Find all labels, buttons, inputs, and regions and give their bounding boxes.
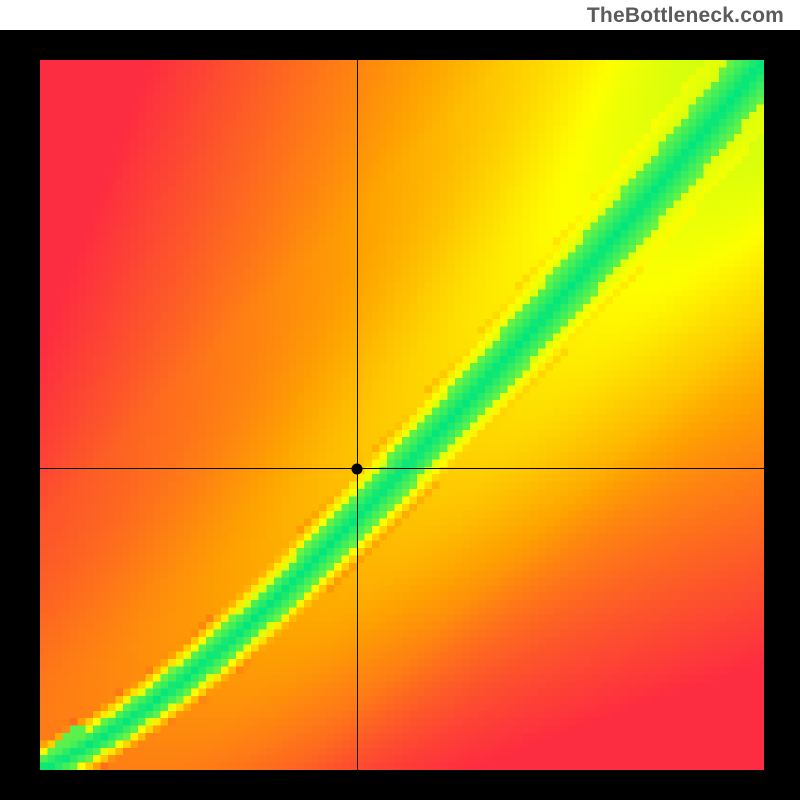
watermark-text: TheBottleneck.com	[587, 4, 784, 28]
chart-outer-frame	[0, 30, 800, 800]
crosshair-horizontal	[40, 468, 764, 469]
crosshair-marker	[352, 463, 363, 474]
crosshair-vertical	[357, 60, 358, 770]
heatmap-canvas	[40, 60, 764, 770]
